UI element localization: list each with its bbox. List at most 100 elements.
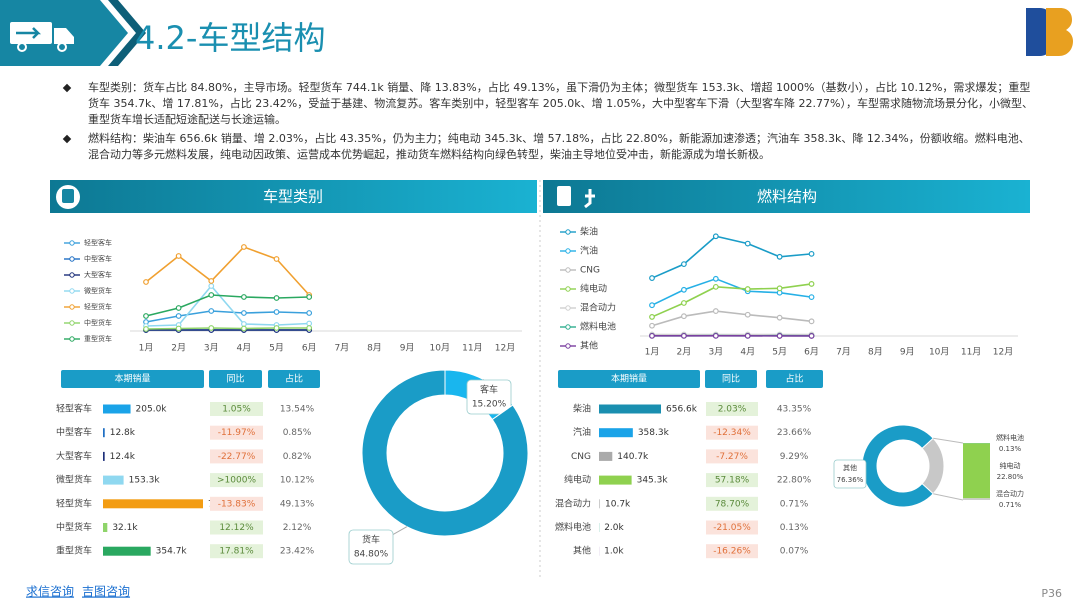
point — [712, 332, 719, 339]
point — [776, 253, 783, 260]
yoy-value: 1.05% — [222, 405, 251, 415]
x-tick-label: 4月 — [740, 347, 755, 358]
row-label: 中型客车 — [56, 426, 92, 438]
bullet-text: 燃料结构：柴油车 656.6k 销量、增 2.03%，占比 43.35%，仍为主… — [88, 132, 1030, 161]
x-tick-label: 8月 — [868, 347, 883, 358]
breakdown-value: 0.71% — [999, 501, 1022, 509]
yoy-cell — [210, 496, 263, 511]
callout-box — [466, 379, 512, 415]
table-header — [766, 370, 823, 388]
legend-label: 重型货车 — [84, 334, 112, 343]
x-tick-label: 11月 — [462, 343, 482, 354]
point — [208, 308, 215, 314]
bus-icon — [62, 189, 74, 203]
row-label: 微型货车 — [56, 474, 92, 486]
legend-marker — [69, 272, 75, 278]
panel-title: 燃料结构 — [757, 188, 817, 206]
point — [273, 325, 280, 331]
bar — [103, 523, 108, 532]
point — [681, 300, 687, 306]
share-value: 0.82% — [283, 452, 312, 462]
point — [744, 240, 751, 247]
breakdown-value: 22.80% — [997, 473, 1024, 481]
x-tick-label: 4月 — [237, 343, 252, 354]
table-header — [268, 370, 320, 388]
row-label: 中型货车 — [56, 521, 92, 533]
legend-marker — [565, 267, 571, 273]
legend-marker — [69, 240, 75, 246]
share-value: 43.35% — [777, 405, 812, 415]
row-label: 柴油 — [573, 403, 591, 415]
callout-value: 76.36% — [837, 476, 864, 484]
row-label: 混合动力 — [555, 497, 591, 509]
share-value: 23.42% — [280, 547, 315, 557]
point — [808, 281, 815, 287]
point — [241, 310, 247, 316]
connector — [933, 437, 964, 444]
legend-marker — [565, 305, 571, 311]
row-label: 重型货车 — [56, 545, 92, 557]
bar-value-label: 656.6k — [666, 405, 698, 415]
table-header-label: 本期销量 — [611, 373, 647, 385]
pie-slice — [361, 369, 529, 537]
series-line — [145, 327, 310, 330]
point — [712, 308, 719, 314]
footer-link[interactable]: 求信咨询 — [26, 584, 74, 599]
x-tick-label: 12月 — [993, 347, 1013, 358]
yoy-value: -21.05% — [713, 523, 751, 533]
bar — [103, 546, 151, 556]
bullets: 车型类别：货车占比 84.80%，主导市场。轻型货车 744.1k 销量、降 1… — [62, 80, 1037, 166]
point — [776, 333, 783, 339]
point — [208, 325, 215, 331]
legend-label: 大型客车 — [84, 270, 112, 279]
point — [208, 292, 215, 298]
yoy-value: -7.27% — [716, 452, 748, 462]
bar — [103, 475, 124, 485]
plug-icon — [584, 189, 595, 209]
point — [649, 302, 655, 309]
table-header — [558, 370, 700, 388]
x-tick-label: 10月 — [929, 347, 949, 358]
x-tick-label: 1月 — [645, 347, 660, 358]
panel-header — [50, 180, 537, 213]
legend-marker — [69, 304, 75, 310]
point — [649, 322, 655, 329]
yoy-value: -11.97% — [218, 428, 256, 438]
connector — [933, 493, 964, 501]
yoy-value: 57.18% — [715, 476, 750, 486]
footer-link[interactable]: 吉图咨询 — [82, 584, 130, 599]
point — [649, 314, 655, 320]
breakdown-name: 燃料电池 — [996, 433, 1024, 442]
point — [306, 294, 313, 300]
pie-slice — [921, 437, 945, 495]
yoy-value: -13.83% — [218, 499, 256, 509]
legend-marker — [69, 320, 75, 326]
yoy-value: 78.70% — [715, 499, 750, 509]
point — [241, 294, 247, 300]
yoy-value: >1000% — [217, 476, 256, 486]
panel-title: 车型类别 — [263, 188, 323, 206]
point — [776, 285, 783, 292]
yoy-cell — [706, 402, 758, 416]
row-label: 其他 — [573, 545, 591, 557]
bar-value-label: 140.7k — [617, 452, 649, 462]
legend-marker — [69, 336, 75, 342]
x-tick-label: 2月 — [677, 347, 692, 358]
share-value: 0.85% — [283, 428, 312, 438]
share-value: 10.12% — [280, 476, 315, 486]
share-value: 9.29% — [780, 452, 809, 462]
x-tick-label: 7月 — [836, 347, 851, 358]
callout-name: 其他 — [843, 463, 857, 472]
bar — [599, 475, 632, 485]
panel-header — [543, 180, 1030, 213]
point — [175, 313, 182, 319]
legend-label: 微型货车 — [84, 286, 112, 295]
bullet-marker — [62, 83, 72, 93]
point — [808, 318, 815, 325]
legend-label: 汽油 — [580, 245, 598, 257]
point — [273, 256, 280, 262]
page-number: P36 — [1041, 587, 1062, 600]
series-line — [145, 294, 310, 317]
bar — [103, 451, 105, 461]
bar-value-label: 12.8k — [110, 428, 136, 438]
